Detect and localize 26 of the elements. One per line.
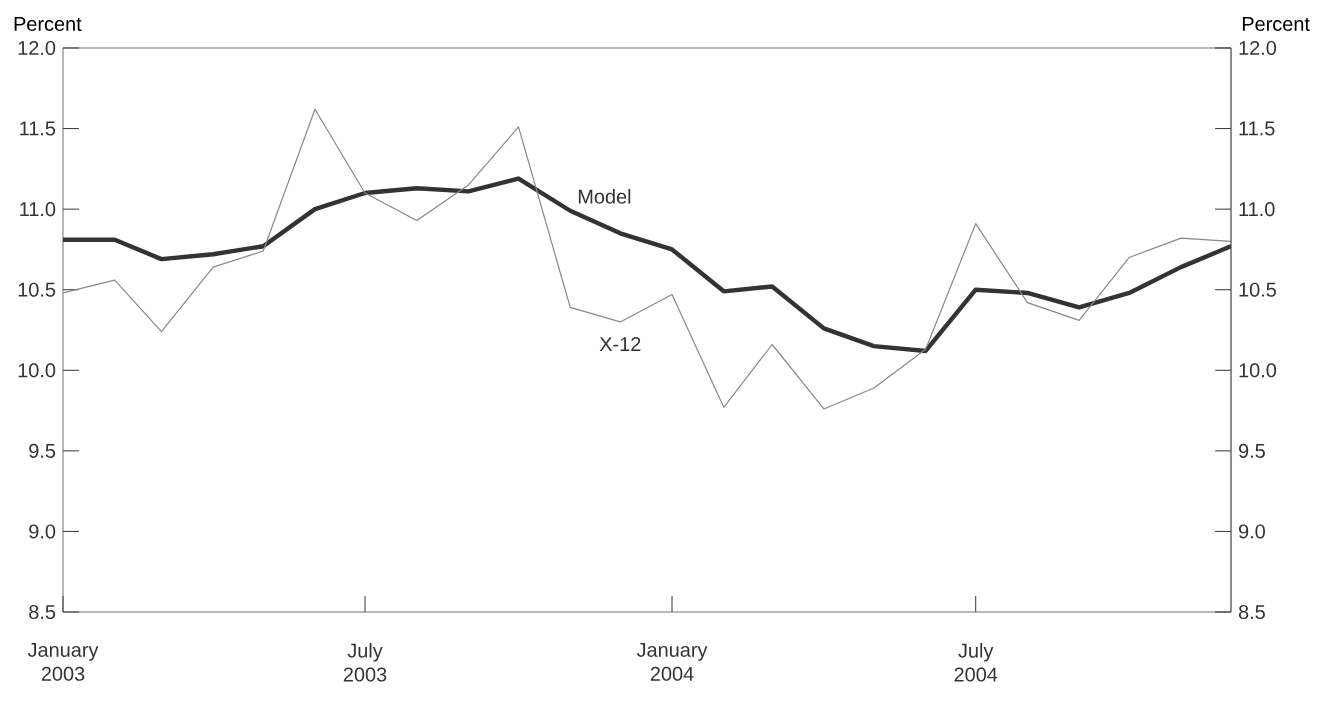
y2-tick-label: 12.0: [1239, 40, 1277, 56]
y2-tick-label: 10.5: [1239, 282, 1276, 297]
y-tick-label: 9.0: [29, 524, 56, 539]
x-tick-label: July 2004: [954, 643, 998, 682]
y2-tick-label: 9.5: [1238, 443, 1265, 458]
y2-tick-label: 11.5: [1239, 121, 1275, 136]
y2-tick-label: 11.0: [1239, 202, 1275, 217]
y-tick-label: 10.0: [18, 363, 56, 378]
series-label: Model: [578, 189, 631, 204]
x-tick-label: July 2003: [343, 643, 387, 682]
y2-axis-title: Percent: [1242, 17, 1310, 31]
x-tick-label: January 2003: [27, 643, 99, 681]
y-tick-label: 11.0: [20, 202, 56, 217]
y-axis-title: Percent: [14, 17, 82, 31]
y-tick-label: 8.5: [29, 604, 56, 620]
y2-tick-label: 9.0: [1238, 524, 1265, 539]
x-tick-label: January 2004: [636, 643, 708, 681]
y-tick-label: 10.5: [18, 282, 56, 297]
series-label: X-12: [599, 336, 641, 351]
y-tick-label: 12.0: [18, 40, 56, 56]
y-tick-label: 9.5: [29, 443, 56, 458]
line-series: [63, 108, 1231, 410]
y2-tick-label: 8.5: [1238, 604, 1265, 620]
line-series: [63, 176, 1231, 354]
y2-tick-label: 10.0: [1239, 363, 1277, 378]
y-tick-label: 11.5: [20, 121, 56, 136]
